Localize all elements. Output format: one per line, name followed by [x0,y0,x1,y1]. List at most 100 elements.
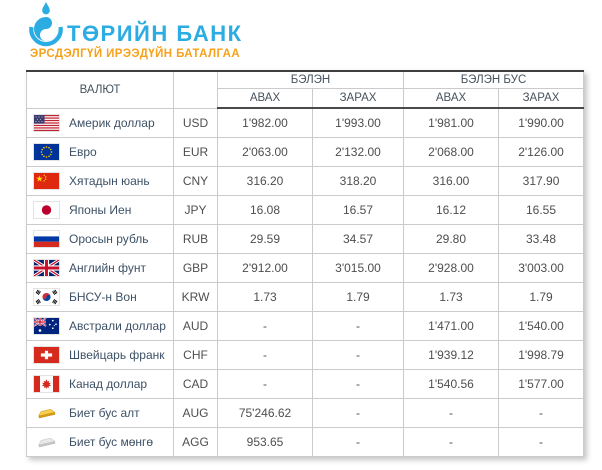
noncash-sell-cell: 33.48 [498,224,585,254]
au-flag-icon [33,317,60,335]
col-header-cash-sell: ЗАРАХ [311,88,405,109]
currency-name-cell: Евро [26,137,174,167]
currency-name-cell: БНСУ-н Вон [26,282,174,312]
cash-sell-cell: 34.57 [311,224,405,254]
cash-sell-cell: - [311,340,405,370]
col-header-cash-buy: АВАХ [217,88,313,109]
currency-name: Английн фунт [69,261,146,275]
currency-name: Японы Иен [69,203,132,217]
cash-buy-cell: 1.73 [217,282,313,312]
currency-name: Америк доллар [69,115,155,130]
kr-flag-icon [33,288,60,306]
noncash-sell-cell: - [498,398,585,428]
noncash-buy-cell: 1'471.00 [403,311,500,341]
currency-name: Хятадын юань [69,174,150,188]
currency-name: Австрали доллар [69,319,166,333]
currency-name-cell: Хятадын юань [26,166,174,196]
header-group-row: ВАЛЮТ БЭЛЭН БЭЛЭН БУС [26,70,585,109]
noncash-buy-cell: 16.12 [403,195,500,225]
currency-code-cell: JPY [173,195,218,225]
table-row: БНСУ-н Вон KRW 1.73 1.79 1.73 1.79 [26,282,585,312]
cash-buy-cell: 1'982.00 [217,107,313,138]
table-row: Евро EUR 2'063.00 2'132.00 2'068.00 2'126.00 [26,137,585,167]
currency-code-cell: CHF [173,340,218,370]
ch-flag-icon [33,346,60,364]
currency-code-cell: AGG [173,427,218,457]
table-row: Английн фунт GBP 2'912.00 3'015.00 2'928.00 3… [26,253,585,283]
noncash-buy-cell: 29.80 [403,224,500,254]
noncash-buy-cell: 316.00 [403,166,500,196]
rates-table-body: Америк доллар USD 1'982.00 1'993.00 1'981.00… [26,107,585,457]
currency-code-cell: CNY [173,166,218,196]
col-header-currency: ВАЛЮТ [26,70,174,109]
cash-sell-cell: 1'993.00 [311,107,405,138]
currency-code-cell: RUB [173,224,218,254]
noncash-buy-cell: 2'068.00 [403,137,500,167]
cn-flag-icon [33,172,60,190]
gb-flag-icon [33,259,60,277]
noncash-sell-cell: 1'577.00 [498,369,585,399]
cash-sell-cell: - [311,311,405,341]
cash-sell-cell: - [311,369,405,399]
currency-name-cell: Канад доллар [26,369,174,399]
cash-buy-cell: 316.20 [217,166,313,196]
header-sub-row: АВАХ ЗАРАХ АВАХ ЗАРАХ [27,88,585,109]
cash-sell-cell: 2'132.00 [311,137,405,167]
currency-name: Швейцарь франк [69,348,165,362]
table-row: Биет бус алт AUG 75'246.62- - - [26,398,585,428]
noncash-sell-cell: 1'990.00 [498,107,585,138]
noncash-buy-cell: 1'540.56 [403,369,500,399]
noncash-buy-cell: 1.73 [403,282,500,312]
noncash-sell-cell: 2'126.00 [498,137,585,167]
us-flag-icon [33,113,60,132]
ca-flag-icon [33,375,60,393]
cash-sell-cell: - [311,398,405,428]
currency-name: Биет бус мөнгө [69,435,154,449]
gold-bar-icon [33,404,60,422]
table-header: ВАЛЮТ БЭЛЭН БЭЛЭН БУС АВАХ ЗАРАХ АВАХ ЗА… [26,70,585,109]
cash-buy-cell: - [217,311,313,341]
bank-name: ТӨРИЙН БАНК [67,21,243,46]
currency-name-cell: Швейцарь франк [26,340,174,370]
currency-name-cell: Японы Иен [26,195,174,225]
cash-buy-cell: 953.65 [217,427,313,457]
bank-logo-icon [29,1,63,57]
currency-code-cell: AUD [173,311,218,341]
cash-sell-cell: 1.79 [311,282,405,312]
table-row: Японы Иен JPY 16.08 16.57 16.12 16.55 [26,195,585,225]
currency-name: БНСУ-н Вон [69,290,137,304]
bank-tagline: ЭРСДЭЛГҮЙ ИРЭЭДҮЙН БАТАЛГАА [30,48,241,60]
cash-buy-cell: 16.08 [217,195,313,225]
col-header-cash: БЭЛЭН [216,70,405,89]
silver-bar-icon [33,433,60,451]
currency-code-cell: AUG [173,398,218,428]
table-row: Оросын рубль RUB 29.59 34.57 29.80 33.48 [26,224,585,254]
noncash-sell-cell: 317.90 [498,166,585,196]
jp-flag-icon [33,201,60,219]
cash-sell-cell: 3'015.00 [311,253,405,283]
eu-flag-icon [33,143,60,161]
table-row: Канад доллар CAD - -1'540.56 1'577.00 [26,369,585,399]
currency-code-cell: GBP [173,253,218,283]
ru-flag-icon [33,230,60,248]
currency-code-cell: KRW [173,282,218,312]
table-row: Швейцарь франк CHF - -1'939.12 1'998.79 [26,340,585,370]
exchange-rates-table: ВАЛЮТ БЭЛЭН БЭЛЭН БУС АВАХ ЗАРАХ АВАХ ЗА… [26,70,585,457]
col-header-code [173,70,218,109]
table-row: Австрали доллар AUD - -1'471.00 1'540.00 [26,311,585,341]
currency-code-cell: USD [173,107,218,138]
noncash-sell-cell: 1'998.79 [498,340,585,370]
table-row: Биет бус мөнгө AGG 953.65- - - [26,427,585,457]
currency-name: Биет бус алт [69,406,140,420]
currency-code-cell: EUR [173,137,218,167]
currency-name-cell: Биет бус алт [26,398,174,428]
currency-name: Оросын рубль [69,232,149,246]
noncash-sell-cell: 3'003.00 [498,253,585,283]
col-header-noncash: БЭЛЭН БУС [403,70,585,89]
noncash-buy-cell: 1'981.00 [403,107,500,138]
cash-buy-cell: - [217,340,313,370]
cash-buy-cell: 2'912.00 [217,253,313,283]
cash-sell-cell: - [311,427,405,457]
cash-buy-cell: 75'246.62 [217,398,313,428]
